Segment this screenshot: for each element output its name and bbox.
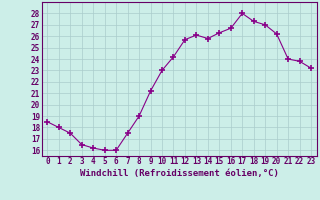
X-axis label: Windchill (Refroidissement éolien,°C): Windchill (Refroidissement éolien,°C) bbox=[80, 169, 279, 178]
